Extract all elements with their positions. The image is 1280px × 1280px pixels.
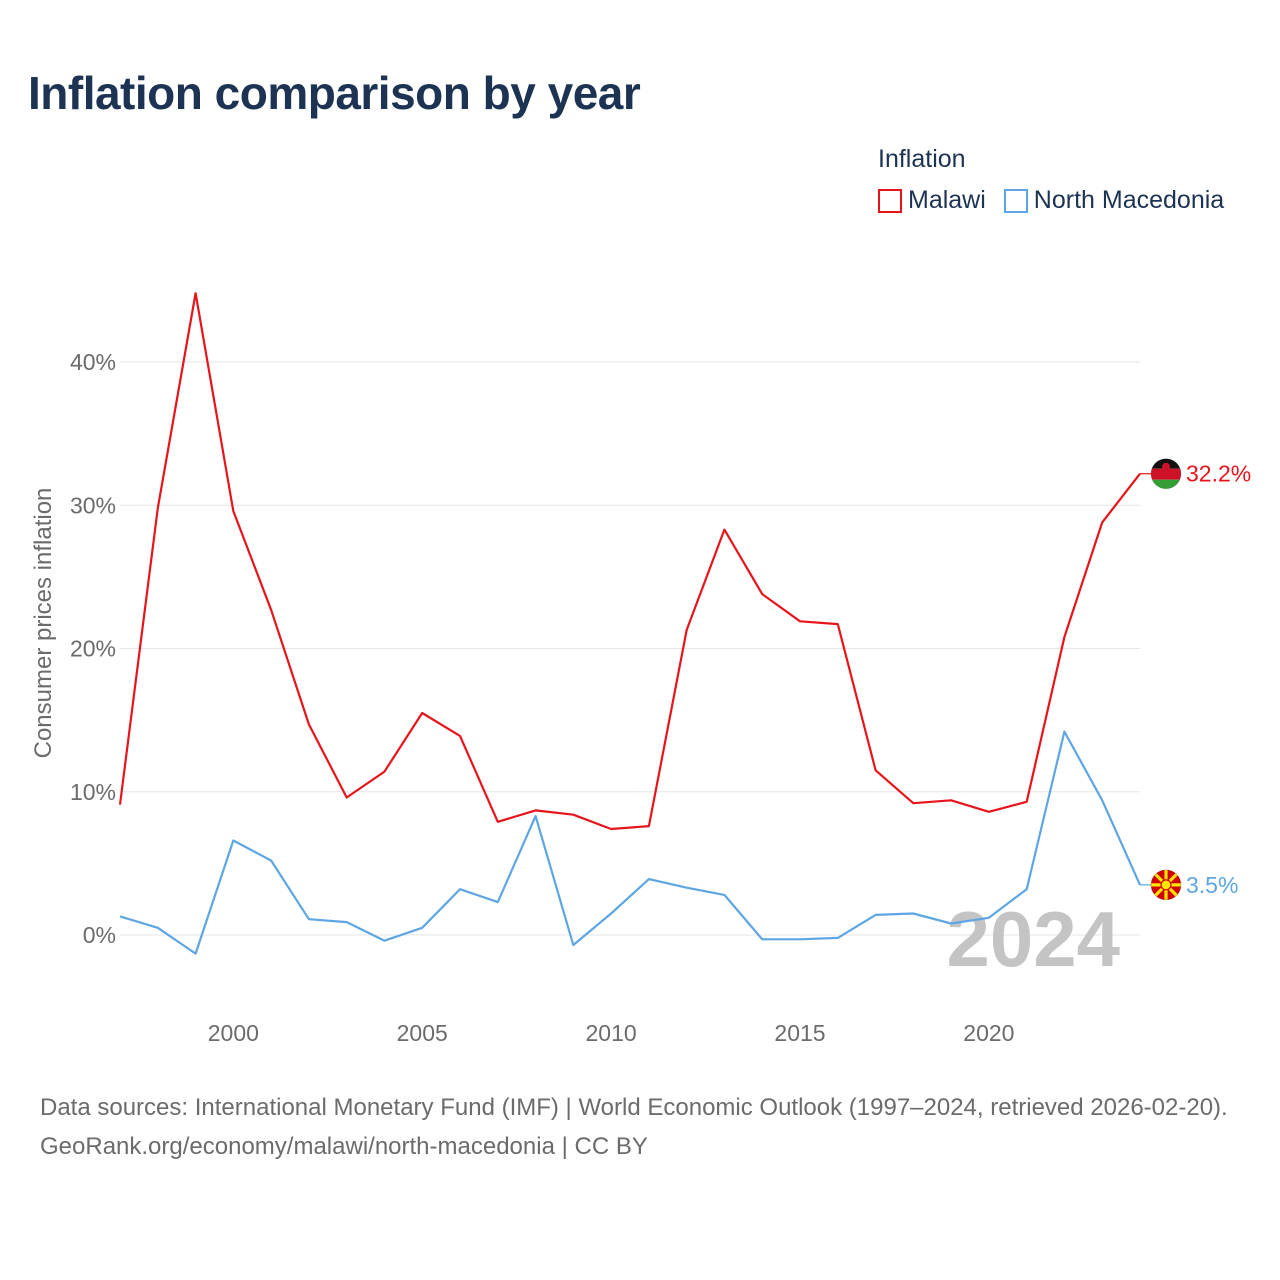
x-tick-label-2015: 2015 [774,1020,825,1046]
y-tick-label-40: 40% [70,349,116,375]
x-tick-label-2005: 2005 [397,1020,448,1046]
x-tick-label-2010: 2010 [586,1020,637,1046]
footer: Data sources: International Monetary Fun… [40,1088,1250,1166]
year-watermark: 2024 [946,895,1120,983]
flag-malawi-icon [1150,458,1182,490]
grid-lines [120,361,1140,936]
series-line-north-macedonia [119,730,1142,955]
legend: Malawi North Macedonia [878,186,1242,215]
legend-label-north-macedonia: North Macedonia [1033,186,1225,214]
legend-swatch-north-macedonia [1003,188,1028,213]
x-tick-label-2020: 2020 [963,1020,1014,1046]
series-end-markers: 32.2% 3.5% [1140,458,1251,901]
legend-swatch-malawi [878,188,902,213]
y-tick-label-30: 30% [70,492,116,518]
end-value-label-north-macedonia: 3.5% [1186,872,1238,898]
series-lines [118,292,1142,955]
x-tick-label-2000: 2000 [208,1020,259,1046]
legend-label-malawi: Malawi [908,186,986,214]
y-tick-label-10: 10% [70,779,116,805]
x-axis-tick-labels: 2000 2005 2010 2015 2020 [208,1020,1015,1046]
data-sources: Data sources: International Monetary Fun… [40,1094,1228,1121]
y-axis-label: Consumer prices inflation [30,488,57,759]
series-line-malawi [118,292,1141,831]
attribution-link[interactable]: GeoRank.org/economy/malawi/north-macedon… [40,1133,648,1160]
legend-title: Inflation [878,145,966,173]
y-tick-label-0: 0% [83,922,116,948]
end-value-label-malawi: 32.2% [1186,461,1251,487]
chart-title: Inflation comparison by year [28,67,641,119]
y-tick-label-20: 20% [70,636,116,662]
y-axis-tick-labels: 0% 10% 20% 30% 40% [70,349,116,948]
legend-item-north-macedonia[interactable]: North Macedonia [1003,186,1225,215]
legend-item-malawi[interactable]: Malawi [878,186,986,215]
flag-north-macedonia-icon [1150,869,1182,901]
line-chart: 0% 10% 20% 30% 40% 2000 2005 2010 2015 2020 Cons… [30,292,1251,1046]
